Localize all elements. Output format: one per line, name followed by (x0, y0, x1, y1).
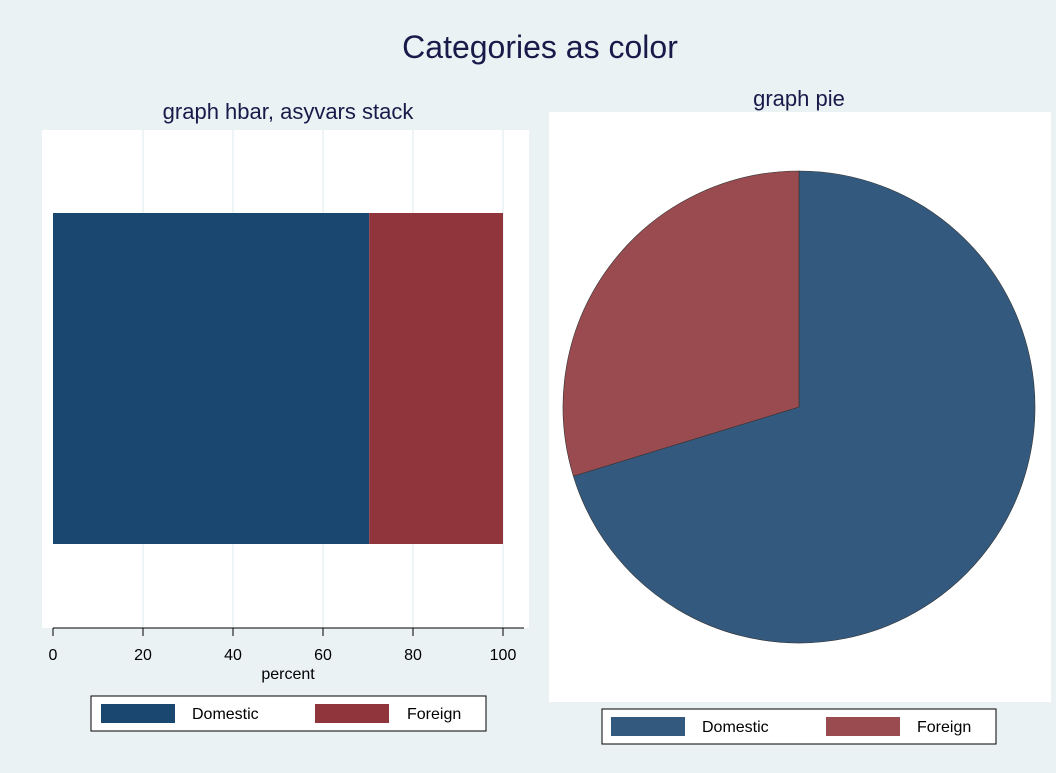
hbar-legend-label-domestic: Domestic (192, 706, 259, 723)
hbar-x-tick-label: 100 (490, 647, 517, 664)
hbar-x-tick-label: 80 (404, 647, 422, 664)
hbar-legend-swatch-foreign (315, 704, 389, 723)
hbar-legend: Domestic Foreign (90, 695, 487, 732)
hbar-legend-label-foreign: Foreign (407, 706, 461, 723)
pie-title: graph pie (753, 86, 845, 111)
hbar-x-tick-label: 60 (314, 647, 332, 664)
hbar-segment-foreign (369, 213, 503, 544)
pie-legend-swatch-domestic (611, 717, 685, 736)
pie-panel: graph pie Domestic Foreign (549, 86, 1051, 745)
figure-title: Categories as color (402, 29, 678, 65)
pie-slice-foreign (562, 170, 800, 477)
hbar-x-tick-label: 20 (134, 647, 152, 664)
pie-slices (562, 170, 1036, 644)
hbar-panel: graph hbar, asyvars stack 0 20 40 60 80 100 p… (42, 99, 529, 732)
hbar-x-axis-label: percent (261, 666, 315, 683)
hbar-title: graph hbar, asyvars stack (163, 99, 415, 124)
pie-legend: Domestic Foreign (601, 708, 997, 745)
hbar-bars (53, 213, 503, 544)
hbar-segment-domestic (53, 213, 370, 544)
hbar-x-tick-label: 40 (224, 647, 242, 664)
pie-slice-domestic (572, 170, 1036, 644)
pie-legend-swatch-foreign (826, 717, 900, 736)
hbar-x-ticks: 0 20 40 60 80 100 (49, 628, 517, 664)
hbar-legend-swatch-domestic (101, 704, 175, 723)
pie-legend-label-domestic: Domestic (702, 719, 769, 736)
pie-legend-label-foreign: Foreign (917, 719, 971, 736)
hbar-x-tick-label: 0 (49, 647, 58, 664)
